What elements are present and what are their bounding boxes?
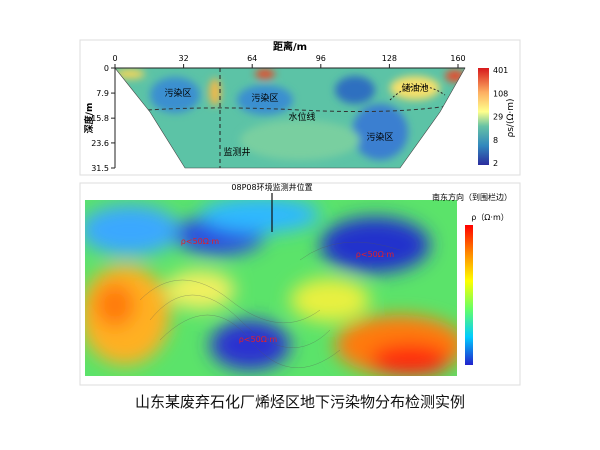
caption: 山东某废弃石化厂烯烃区地下污染物分布检测实例 (134, 393, 465, 411)
x-tick-label: 160 (450, 54, 465, 63)
annotation: ρ<50Ω·m (356, 250, 395, 259)
y-axis-label: 深度/m (83, 103, 95, 134)
annotation: 储油池 (401, 82, 428, 94)
y-tick-label: 31.5 (91, 164, 109, 173)
direction-label: 南东方向（到围栏边） (432, 192, 512, 202)
colorbar-tick-label: 8 (493, 136, 498, 145)
colorbar-label: ρ（Ω·m） (471, 213, 509, 222)
annotation: ρ<50Ω·m (181, 237, 220, 246)
colorbar-tick-label: 108 (493, 89, 508, 98)
annotation: ρ<50Ω·m (239, 335, 278, 344)
y-tick-label: 15.8 (91, 114, 109, 123)
colorbar-tick-label: 401 (493, 66, 508, 75)
y-tick-label: 23.6 (91, 139, 109, 148)
well-label: 08P08环境监测井位置 (231, 182, 312, 192)
annotation: 污染区 (164, 87, 191, 99)
colorbar-tick-label: 29 (493, 113, 503, 122)
x-tick-label: 96 (316, 54, 326, 63)
x-tick-label: 128 (382, 54, 397, 63)
y-tick-label: 0 (104, 64, 109, 73)
annotation: 监测井 (223, 146, 250, 158)
x-tick-label: 64 (247, 54, 257, 63)
colorbar (465, 225, 473, 365)
annotation: 水位线 (288, 111, 315, 123)
colorbar (478, 68, 489, 165)
annotation: 污染区 (366, 131, 393, 143)
x-tick-label: 0 (112, 54, 117, 63)
colorbar-tick-label: 2 (493, 159, 498, 168)
bottom-section (85, 200, 457, 376)
annotation: 污染区 (251, 92, 278, 104)
colorbar-label: ρs/(Ω·m) (506, 99, 516, 138)
figure: 0 32 64 96 128 16007.915.823.631.54011082982 … (79, 39, 521, 386)
x-axis-label: 距离/m (273, 40, 307, 53)
y-tick-label: 7.9 (96, 89, 109, 98)
x-tick-label: 32 (179, 54, 189, 63)
